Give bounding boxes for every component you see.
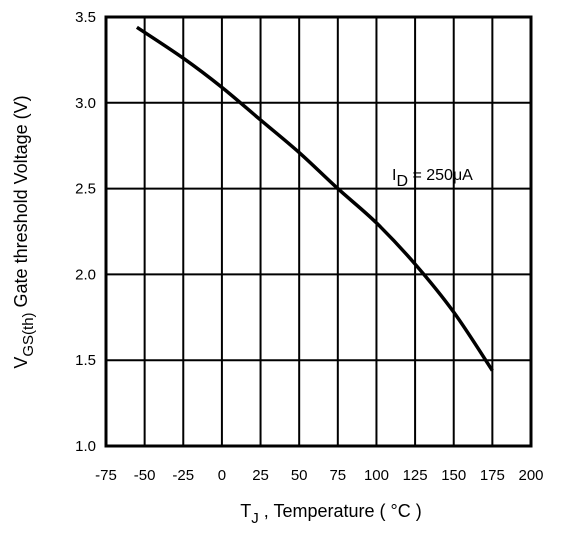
x-axis-label: TJ , Temperature ( °C ) (240, 501, 421, 527)
x-tick-label: 0 (218, 467, 226, 484)
annotation-main: I (392, 167, 396, 184)
series-annotation: ID = 250μA (392, 167, 473, 190)
x-tick-label: -50 (134, 467, 156, 484)
x-tick-label: 25 (252, 467, 269, 484)
y-tick-label: 1.0 (75, 438, 96, 455)
x-axis-label-sub: J (251, 510, 259, 527)
x-tick-label: -25 (172, 467, 194, 484)
annotation-sub: D (396, 173, 408, 190)
x-axis-label-main: T (240, 501, 251, 521)
y-tick-label: 3.0 (75, 95, 96, 112)
y-tick-label: 2.5 (75, 181, 96, 198)
y-tick-label: 1.5 (75, 352, 96, 369)
grid (105, 16, 532, 447)
plot-frame (104, 15, 533, 448)
x-tick-label: 75 (329, 467, 346, 484)
series-layer (135, 25, 494, 372)
y-tick-label: 2.0 (75, 266, 96, 283)
y-axis-label-sub: GS(th) (20, 312, 37, 356)
x-tick-label: 200 (518, 467, 543, 484)
x-tick-label: 50 (291, 467, 308, 484)
series-line (135, 25, 494, 372)
x-tick-label: 175 (480, 467, 505, 484)
y-axis-label-main: V (11, 357, 31, 369)
x-tick-label: -75 (95, 467, 117, 484)
y-tick-label: 3.5 (75, 9, 96, 26)
x-tick-label: 150 (441, 467, 466, 484)
x-axis-label-rest: , Temperature ( °C ) (259, 501, 422, 521)
x-tick-label: 125 (403, 467, 428, 484)
tick-labels: -75 -50 -25 0 25 50 75 100 125 150 175 200 1.0 1.5 2.0… (75, 9, 543, 484)
x-tick-label: 100 (364, 467, 389, 484)
y-axis-label: VGS(th) Gate threshold Voltage (V) (11, 95, 37, 368)
annotation-rest: = 250μA (408, 167, 473, 184)
y-axis-label-rest: Gate threshold Voltage (V) (11, 95, 31, 312)
